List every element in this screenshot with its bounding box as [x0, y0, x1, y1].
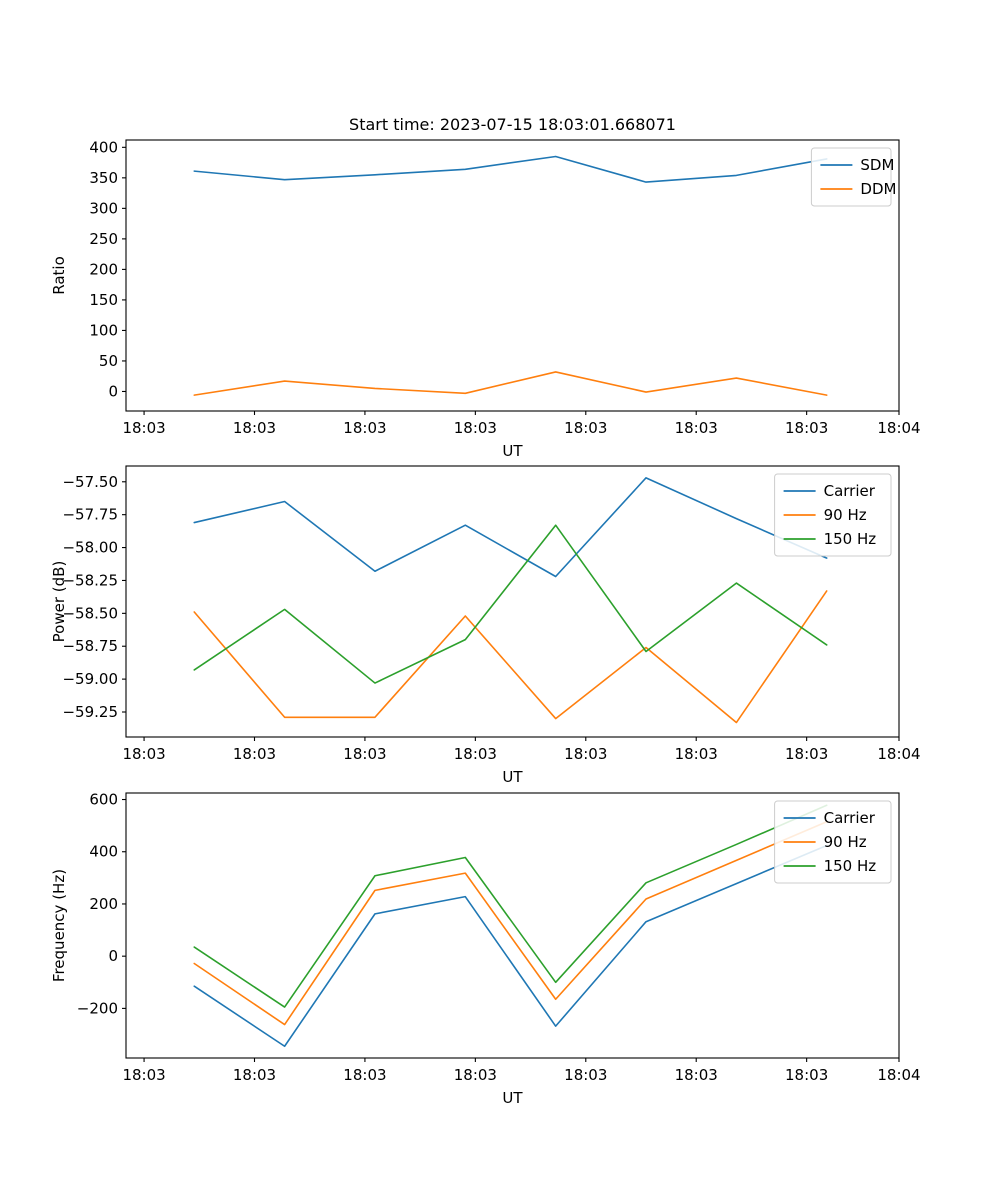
series-line-2-carrier	[193, 477, 828, 578]
legend-label-2-2: 150 Hz	[824, 530, 877, 548]
y-ticklabel-3-3: 400	[89, 843, 118, 861]
x-ticklabel-3-2: 18:03	[343, 1066, 386, 1084]
ylabel-3: Frequency (Hz)	[50, 869, 68, 982]
xlabel-3: UT	[502, 1089, 523, 1107]
x-ticklabel-2-5: 18:03	[675, 745, 718, 763]
x-ticklabel-2-6: 18:03	[785, 745, 828, 763]
x-ticklabel-1-0: 18:03	[122, 419, 165, 437]
legend-label-3-1: 90 Hz	[824, 833, 867, 851]
y-ticklabel-1-4: 200	[89, 260, 118, 278]
y-ticklabel-1-5: 250	[89, 230, 118, 248]
ylabel-2: Power (dB)	[50, 561, 68, 643]
y-ticklabel-1-2: 100	[89, 321, 118, 339]
y-ticklabel-1-8: 400	[89, 138, 118, 156]
y-ticklabel-1-1: 50	[99, 352, 118, 370]
x-ticklabel-3-4: 18:03	[564, 1066, 607, 1084]
x-ticklabel-1-6: 18:03	[785, 419, 828, 437]
x-ticklabel-3-7: 18:04	[877, 1066, 920, 1084]
x-ticklabel-3-6: 18:03	[785, 1066, 828, 1084]
y-ticklabel-3-4: 600	[89, 791, 118, 809]
legend-label-3-0: Carrier	[824, 809, 876, 827]
x-ticklabel-1-5: 18:03	[675, 419, 718, 437]
x-ticklabel-1-3: 18:03	[454, 419, 497, 437]
y-ticklabel-2-2: −58.00	[62, 539, 118, 557]
y-ticklabel-2-6: −59.00	[62, 670, 118, 688]
series-line-3-150-hz	[193, 804, 828, 1008]
x-ticklabel-1-7: 18:04	[877, 419, 920, 437]
x-ticklabel-1-1: 18:03	[233, 419, 276, 437]
y-ticklabel-2-4: −58.50	[62, 604, 118, 622]
y-ticklabel-3-1: 0	[108, 947, 118, 965]
y-ticklabel-2-7: −59.25	[62, 703, 118, 721]
x-ticklabel-2-2: 18:03	[343, 745, 386, 763]
figure-title: Start time: 2023-07-15 18:03:01.668071	[349, 115, 676, 134]
x-ticklabel-2-7: 18:04	[877, 745, 920, 763]
y-ticklabel-1-3: 150	[89, 291, 118, 309]
xlabel-1: UT	[502, 442, 523, 460]
legend-label-2-1: 90 Hz	[824, 506, 867, 524]
y-ticklabel-3-2: 200	[89, 895, 118, 913]
y-ticklabel-1-6: 300	[89, 199, 118, 217]
series-line-2-90-hz	[193, 590, 828, 724]
ylabel-1: Ratio	[50, 256, 68, 295]
x-ticklabel-3-3: 18:03	[454, 1066, 497, 1084]
x-ticklabel-1-2: 18:03	[343, 419, 386, 437]
legend-box-2	[774, 473, 892, 557]
x-ticklabel-3-5: 18:03	[675, 1066, 718, 1084]
x-ticklabel-2-0: 18:03	[122, 745, 165, 763]
x-ticklabel-2-1: 18:03	[233, 745, 276, 763]
series-line-3-90-hz	[193, 820, 828, 1026]
x-ticklabel-3-1: 18:03	[233, 1066, 276, 1084]
legend-label-1-1: DDM	[860, 180, 896, 198]
y-ticklabel-3-0: −200	[77, 999, 118, 1017]
series-line-1-sdm	[193, 155, 828, 183]
plot-frame-3	[125, 792, 900, 1059]
y-ticklabel-2-0: −57.50	[62, 473, 118, 491]
series-line-1-ddm	[193, 371, 828, 396]
y-ticklabel-2-5: −58.75	[62, 637, 118, 655]
x-ticklabel-2-3: 18:03	[454, 745, 497, 763]
plot-frame-1	[125, 139, 900, 412]
plot-frame-2	[125, 465, 900, 738]
x-ticklabel-2-4: 18:03	[564, 745, 607, 763]
legend-label-2-0: Carrier	[824, 482, 876, 500]
legend-box-3	[774, 800, 892, 884]
x-ticklabel-1-4: 18:03	[564, 419, 607, 437]
x-ticklabel-3-0: 18:03	[122, 1066, 165, 1084]
xlabel-2: UT	[502, 768, 523, 786]
y-ticklabel-1-0: 0	[108, 382, 118, 400]
y-ticklabel-2-3: −58.25	[62, 571, 118, 589]
legend-label-3-2: 150 Hz	[824, 857, 877, 875]
series-line-2-150-hz	[193, 524, 828, 684]
y-ticklabel-2-1: −57.75	[62, 506, 118, 524]
legend-label-1-0: SDM	[860, 156, 894, 174]
y-ticklabel-1-7: 350	[89, 169, 118, 187]
series-line-3-carrier	[193, 844, 828, 1048]
legend-box-1	[810, 147, 892, 207]
